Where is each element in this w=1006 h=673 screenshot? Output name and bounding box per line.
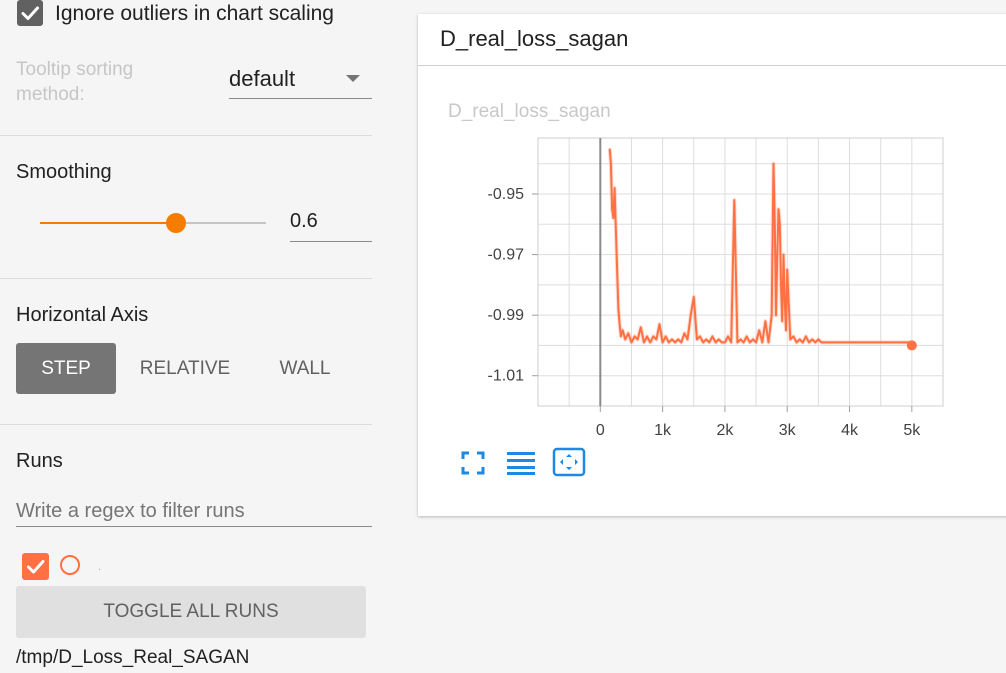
x-tick-label: 1k <box>654 422 672 439</box>
horizontal-axis-title: Horizontal Axis <box>16 304 149 326</box>
y-tick-label: -0.97 <box>488 247 525 264</box>
data-table-icon[interactable] <box>506 450 536 476</box>
select-underline <box>229 98 372 99</box>
run-filter-input[interactable] <box>16 496 372 527</box>
x-tick-label: 0 <box>596 422 605 439</box>
divider <box>0 424 372 425</box>
dropdown-arrow-icon[interactable] <box>346 75 360 82</box>
raw-series-line <box>607 148 912 345</box>
ignore-outliers-label: Ignore outliers in chart scaling <box>55 2 334 25</box>
card-title: D_real_loss_sagan <box>440 26 629 51</box>
chart[interactable]: D_real_loss_sagan 0 1k 2k 3k 4k 5k -0.95 -0.97 -… <box>418 66 1006 444</box>
chart-card <box>418 14 1006 516</box>
slider-track[interactable] <box>176 222 266 224</box>
last-point-marker <box>906 340 917 351</box>
axis-relative-button[interactable]: RELATIVE <box>139 357 231 379</box>
slider-track-active[interactable] <box>40 222 176 224</box>
check-icon <box>27 560 45 574</box>
x-tick-label: 2k <box>716 422 734 439</box>
axis-step-button[interactable]: STEP <box>16 343 116 394</box>
plot-border <box>537 137 944 407</box>
x-tick-label: 4k <box>841 422 859 439</box>
run-path: /tmp/D_Loss_Real_SAGAN <box>16 647 250 668</box>
run-color-radio[interactable] <box>60 555 80 575</box>
x-tick-label: 3k <box>779 422 797 439</box>
fit-domain-icon[interactable] <box>552 447 586 477</box>
tooltip-sorting-select[interactable]: default <box>229 66 296 91</box>
smoothed-series-line <box>608 148 912 344</box>
smoothing-slider-thumb[interactable] <box>166 213 186 233</box>
divider <box>0 278 372 279</box>
fullscreen-icon[interactable] <box>460 450 486 476</box>
chart-title: D_real_loss_sagan <box>448 101 611 122</box>
y-tick-label: -0.95 <box>488 186 525 203</box>
y-tick-label: -0.99 <box>488 307 525 324</box>
y-tick-label: -1.01 <box>488 368 525 385</box>
run-name: . <box>98 562 101 573</box>
divider <box>0 135 372 136</box>
card-header[interactable] <box>418 14 1006 66</box>
tooltip-sorting-label: Tooltip sorting method: <box>16 59 134 105</box>
runs-title: Runs <box>16 450 63 472</box>
run-checkbox[interactable] <box>22 553 49 580</box>
toggle-all-runs-button[interactable]: TOGGLE ALL RUNS <box>16 586 366 638</box>
smoothing-input-underline <box>290 241 372 242</box>
smoothing-value-input[interactable]: 0.6 <box>290 210 318 232</box>
axis-wall-button[interactable]: WALL <box>279 357 331 379</box>
ignore-outliers-checkbox[interactable] <box>17 0 43 26</box>
x-tick-label: 5k <box>903 422 921 439</box>
smoothing-title: Smoothing <box>16 161 112 183</box>
check-icon <box>21 6 39 20</box>
